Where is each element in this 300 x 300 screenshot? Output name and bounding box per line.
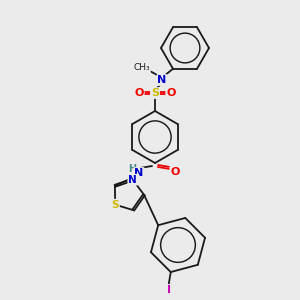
Text: O: O [134, 88, 144, 98]
Text: N: N [158, 75, 166, 85]
Text: N: N [128, 175, 137, 185]
Text: O: O [166, 88, 176, 98]
Text: S: S [112, 200, 119, 210]
Text: CH₃: CH₃ [134, 64, 150, 73]
Text: I: I [167, 285, 171, 295]
Text: H: H [128, 164, 136, 174]
Text: S: S [151, 88, 159, 98]
Text: O: O [170, 167, 180, 177]
Text: N: N [134, 168, 144, 178]
